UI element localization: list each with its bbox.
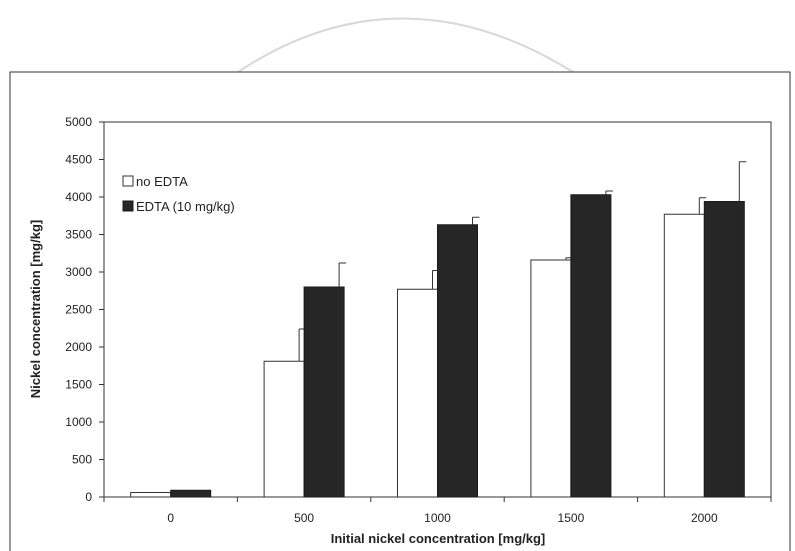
bar-no-edta-1000	[397, 288, 438, 498]
background-arc	[237, 17, 574, 73]
bar-edta-1500	[570, 194, 612, 498]
legend-swatch	[122, 175, 134, 187]
bar-edta-500	[303, 286, 345, 498]
y-axis: 0 500 1000 1500 2000 2500 3000 3500 4000 4500 5000	[65, 115, 104, 504]
y-tick-label: 500	[72, 453, 92, 467]
x-tick-label: 1000	[424, 511, 451, 525]
y-tick-label: 3000	[65, 265, 92, 279]
bars	[130, 161, 747, 498]
legend-label: no EDTA	[136, 174, 188, 189]
bar-no-edta-1500	[530, 259, 572, 498]
y-tick-label: 4000	[65, 190, 92, 204]
bar-no-edta-2000	[663, 213, 705, 498]
x-tick-label: 500	[294, 511, 314, 525]
x-tick-label: 1500	[558, 511, 585, 525]
x-axis-title: Initial nickel concentration [mg/kg]	[331, 531, 546, 546]
bar-edta-2000	[703, 201, 745, 498]
legend-label: EDTA (10 mg/kg)	[136, 199, 235, 214]
bar-no-edta-0	[130, 492, 172, 498]
y-tick-label: 5000	[65, 115, 92, 129]
legend-swatch	[122, 200, 134, 212]
legend: no EDTA EDTA (10 mg/kg)	[122, 174, 235, 214]
y-tick-label: 2500	[65, 303, 92, 317]
y-tick-label: 4500	[65, 153, 92, 167]
bar-no-edta-500	[263, 360, 305, 498]
bar-edta-1000	[437, 224, 478, 498]
x-tick-label: 0	[167, 511, 174, 525]
x-tick-label: 2000	[691, 511, 718, 525]
y-tick-label: 2000	[65, 340, 92, 354]
x-axis: 0 500 1000 1500 2000	[103, 497, 772, 525]
bar-edta-0	[170, 489, 212, 498]
y-tick-label: 3500	[65, 228, 92, 242]
y-tick-label: 1000	[65, 415, 92, 429]
y-axis-title: Nickel concentration [mg/kg]	[28, 220, 43, 398]
y-tick-label: 1500	[65, 378, 92, 392]
y-tick-label: 0	[85, 490, 92, 504]
